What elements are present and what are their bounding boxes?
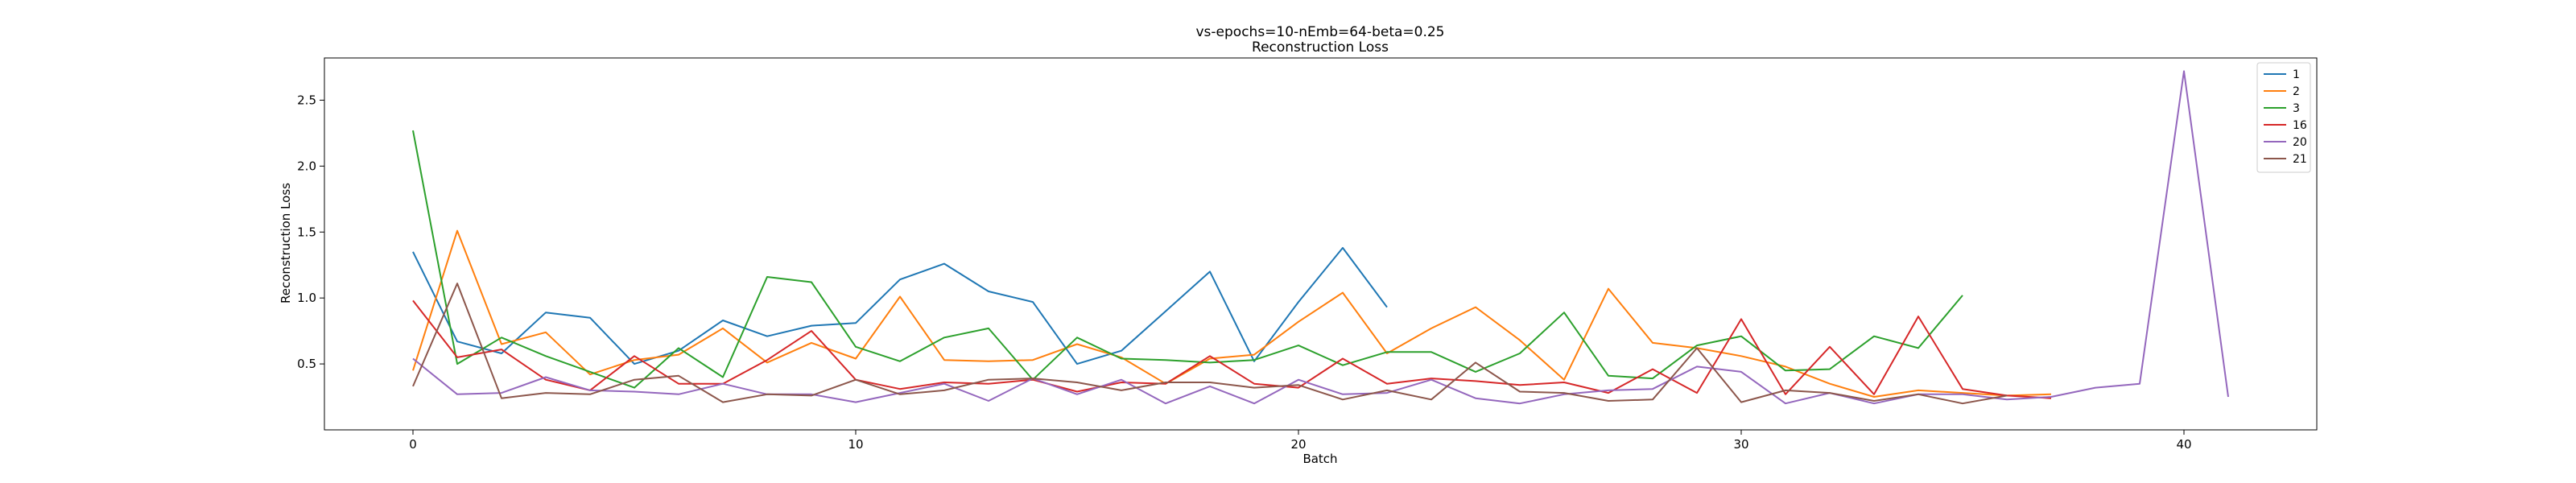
plot-frame bbox=[324, 57, 2318, 431]
x-tick-label: 20 bbox=[1290, 437, 1306, 452]
x-tick-label: 0 bbox=[409, 437, 417, 452]
legend-label-2: 2 bbox=[2293, 85, 2300, 98]
legend-label-3: 3 bbox=[2293, 102, 2300, 115]
y-tick-label: 0.5 bbox=[297, 357, 316, 371]
legend: 1 2 3 16 20 21 bbox=[2256, 62, 2311, 173]
legend-label-21: 21 bbox=[2293, 153, 2307, 166]
y-tick-label: 1.5 bbox=[297, 225, 316, 239]
series-line-20 bbox=[412, 70, 2229, 405]
series-line-16 bbox=[412, 299, 2052, 399]
x-axis-label: Batch bbox=[1302, 452, 1337, 466]
series-line-3 bbox=[412, 130, 1963, 389]
y-tick-label: 2.5 bbox=[297, 93, 316, 107]
y-tick-label: 1.0 bbox=[297, 291, 316, 305]
y-axis-ticks: 0.5 1.0 1.5 2.0 2.5 bbox=[297, 93, 324, 371]
series-line-1 bbox=[412, 246, 1388, 365]
series-layer bbox=[412, 70, 2229, 405]
x-axis-ticks: 0 10 20 30 40 bbox=[409, 430, 2192, 452]
x-tick-label: 40 bbox=[2176, 437, 2191, 452]
legend-label-16: 16 bbox=[2293, 119, 2307, 132]
legend-label-20: 20 bbox=[2293, 136, 2307, 149]
y-axis-label: Reconstruction Loss bbox=[279, 183, 293, 303]
series-line-21 bbox=[412, 283, 2008, 405]
legend-label-1: 1 bbox=[2293, 68, 2300, 81]
chart-title: vs-epochs=10-nEmb=64-beta=0.25 bbox=[1196, 24, 1445, 40]
y-tick-label: 2.0 bbox=[297, 159, 316, 173]
chart-subtitle: Reconstruction Loss bbox=[1252, 39, 1389, 56]
x-tick-label: 10 bbox=[848, 437, 863, 452]
x-tick-label: 30 bbox=[1733, 437, 1748, 452]
